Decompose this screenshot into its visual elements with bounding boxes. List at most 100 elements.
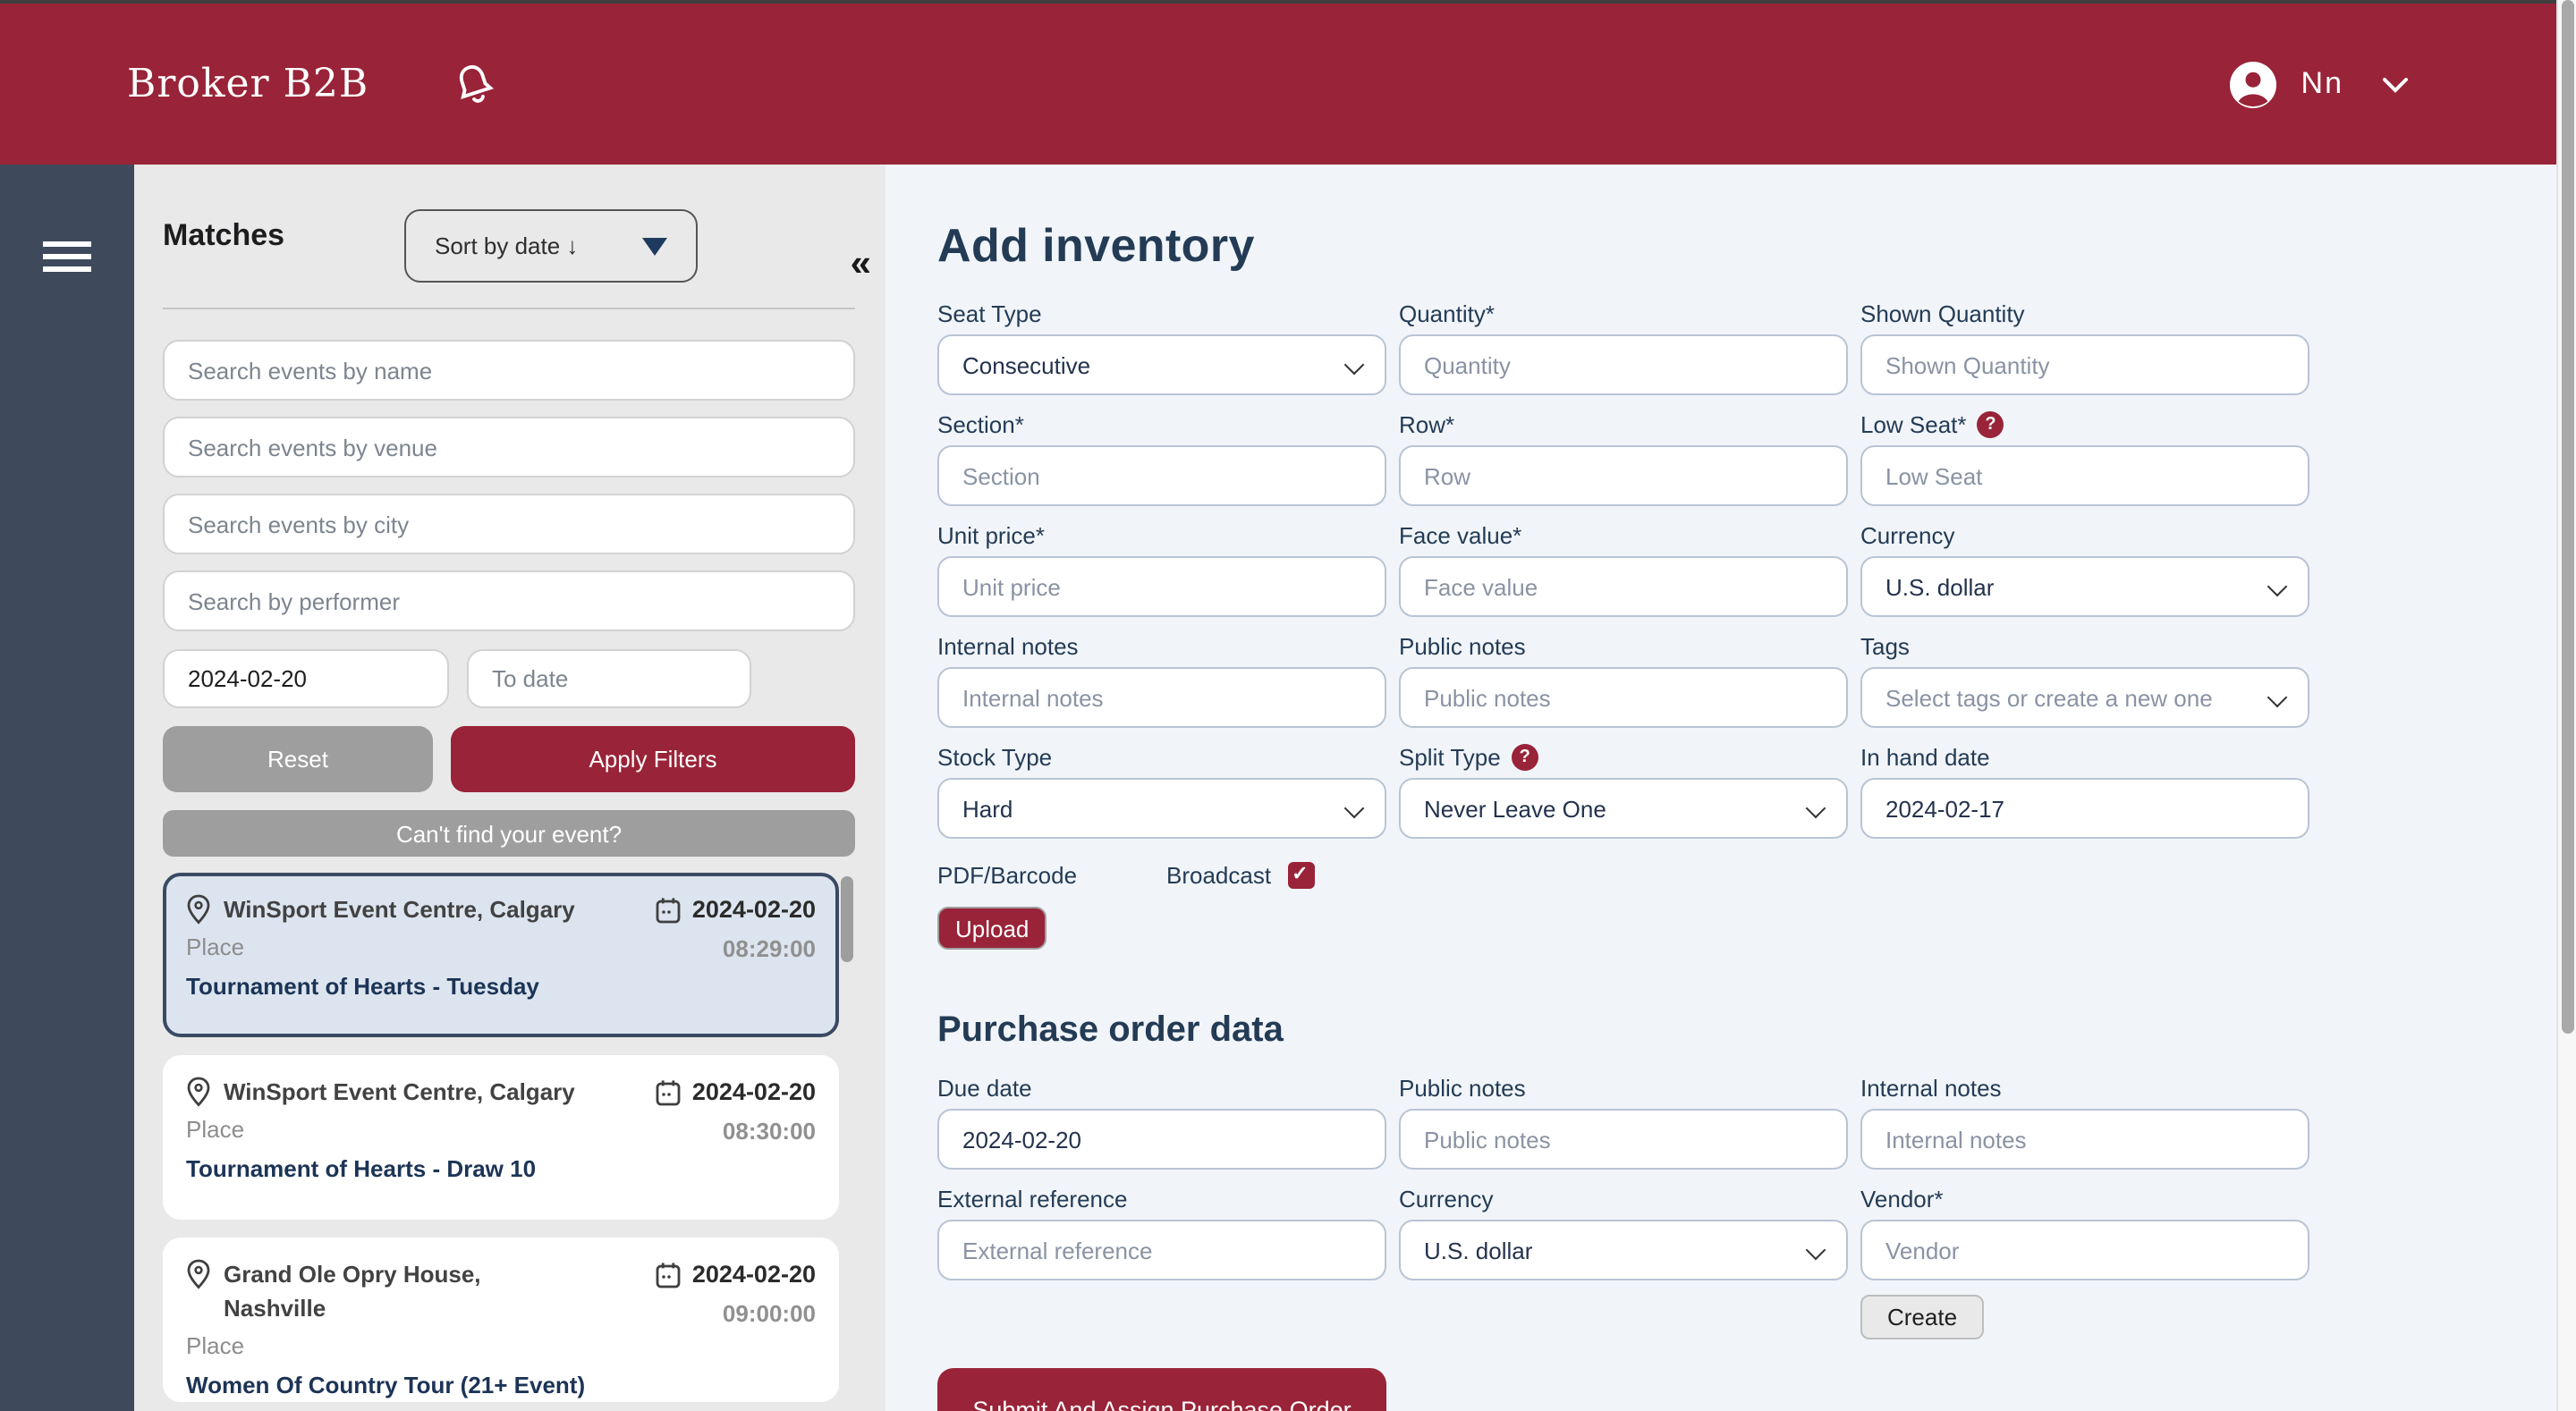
user-name[interactable]: Nn [2301,66,2343,100]
add-inventory-form: Add inventory Seat Type Consecutive Quan… [886,165,2576,1411]
quantity-input[interactable] [1399,334,1848,395]
location-pin-icon [187,894,210,925]
shown-quantity-input[interactable] [1860,334,2309,395]
event-venue: Grand Ole Opry House, Nashville [224,1261,481,1322]
public-notes-label: Public notes [1399,632,1526,659]
external-reference-input[interactable] [937,1220,1386,1280]
event-title: Women Of Country Tour (21+ Event) [186,1372,586,1398]
low-seat-label: Low Seat* ? [1860,410,2309,438]
chevron-down-icon [2267,576,2288,597]
create-vendor-button[interactable]: Create [1860,1295,1985,1339]
quantity-label: Quantity* [1399,300,1495,326]
row-label: Row* [1399,410,1455,437]
face-value-label: Face value* [1399,521,1522,548]
chevron-down-icon [2267,687,2288,708]
event-title: Tournament of Hearts - Tuesday [186,973,539,1000]
hamburger-menu-icon[interactable] [43,241,91,272]
help-question-icon[interactable]: ? [1977,410,2004,437]
chevron-down-icon [1805,1239,1826,1261]
in-hand-date-input[interactable] [1860,778,2309,839]
split-type-select[interactable]: Never Leave One [1399,778,1848,839]
collapse-panel-icon[interactable]: « [850,243,871,284]
seat-type-label: Seat Type [937,300,1042,326]
external-reference-label: External reference [937,1185,1128,1212]
purchase-order-title: Purchase order data [937,1010,1284,1050]
vendor-label: Vendor* [1860,1185,1944,1212]
po-internal-notes-label: Internal notes [1860,1074,2002,1101]
internal-notes-input[interactable] [937,667,1386,728]
upload-button[interactable]: Upload [937,907,1047,950]
calendar-icon [656,1262,681,1288]
chevron-down-icon [1343,354,1365,376]
vendor-input[interactable] [1860,1220,2309,1280]
event-list: WinSport Event Centre, Calgary Place Tou… [163,873,839,1411]
notification-bell-icon[interactable] [451,59,497,109]
event-time: 08:29:00 [722,935,816,962]
low-seat-input[interactable] [1860,445,2309,506]
event-card[interactable]: WinSport Event Centre, Calgary Place Tou… [163,1055,839,1220]
po-currency-select[interactable]: U.S. dollar [1399,1220,1848,1280]
stock-type-select[interactable]: Hard [937,778,1386,839]
matches-title: Matches [163,218,285,252]
to-date-input[interactable] [467,649,751,708]
search-venue-input[interactable] [163,417,855,477]
header-user-area: Nn [2230,60,2576,108]
matches-panel: Matches Sort by date ↓ « Reset Apply Fil… [134,165,886,1411]
event-time: 09:00:00 [722,1300,816,1327]
from-date-input[interactable] [163,649,449,708]
event-date: 2024-02-20 [691,896,816,923]
public-notes-input[interactable] [1399,667,1848,728]
location-pin-icon [187,1077,210,1107]
po-public-notes-input[interactable] [1399,1109,1848,1170]
search-name-input[interactable] [163,340,855,401]
due-date-input[interactable] [937,1109,1386,1170]
search-performer-input[interactable] [163,570,855,631]
user-avatar-icon[interactable] [2230,60,2278,108]
reset-button[interactable]: Reset [163,726,433,792]
due-date-label: Due date [937,1074,1032,1101]
event-card[interactable]: WinSport Event Centre, Calgary Place Tou… [163,873,839,1037]
event-date: 2024-02-20 [691,1078,816,1105]
chevron-down-icon [1343,798,1365,819]
event-title: Tournament of Hearts - Draw 10 [186,1155,537,1182]
event-list-scrollbar-thumb[interactable] [841,876,853,962]
broadcast-checkbox[interactable] [1287,861,1315,888]
unit-price-label: Unit price* [937,521,1045,548]
cant-find-event-button[interactable]: Can't find your event? [163,810,855,857]
currency-select[interactable]: U.S. dollar [1860,556,2309,617]
section-input[interactable] [937,445,1386,506]
tags-select[interactable]: Select tags or create a new one [1860,667,2309,728]
page-scrollbar [2556,0,2576,1411]
page-scrollbar-thumb[interactable] [2562,0,2574,1034]
submit-purchase-order-button[interactable]: Submit And Assign Purchase Order [937,1368,1386,1411]
seat-type-select[interactable]: Consecutive [937,334,1386,395]
search-filters [163,340,855,647]
in-hand-date-label: In hand date [1860,743,1990,770]
row-input[interactable] [1399,445,1848,506]
sort-dropdown-triangle-icon [642,237,667,255]
page-title: Add inventory [937,218,1255,272]
po-internal-notes-input[interactable] [1860,1109,2309,1170]
stock-type-label: Stock Type [937,743,1053,770]
split-type-label: Split Type ? [1399,742,1848,771]
sort-by-date-button[interactable]: Sort by date ↓ [404,209,698,283]
face-value-input[interactable] [1399,556,1848,617]
event-kind: Place [186,1116,245,1143]
apply-filters-button[interactable]: Apply Filters [451,726,855,792]
event-card[interactable]: Grand Ole Opry House, Nashville Place Wo… [163,1238,839,1402]
filter-buttons: Reset Apply Filters [163,726,855,792]
event-date: 2024-02-20 [691,1261,816,1288]
panel-divider [163,308,855,309]
user-menu-chevron-down-icon[interactable] [2383,76,2408,92]
unit-price-input[interactable] [937,556,1386,617]
date-range-filter [163,649,855,724]
event-kind: Place [186,934,245,960]
po-currency-label: Currency [1399,1185,1494,1212]
location-pin-icon [187,1259,210,1289]
event-venue: WinSport Event Centre, Calgary [224,896,575,923]
help-question-icon[interactable]: ? [1511,743,1538,770]
event-kind: Place [186,1332,245,1359]
search-city-input[interactable] [163,494,855,554]
window-top-edge [0,0,2576,4]
event-venue: WinSport Event Centre, Calgary [224,1078,575,1105]
